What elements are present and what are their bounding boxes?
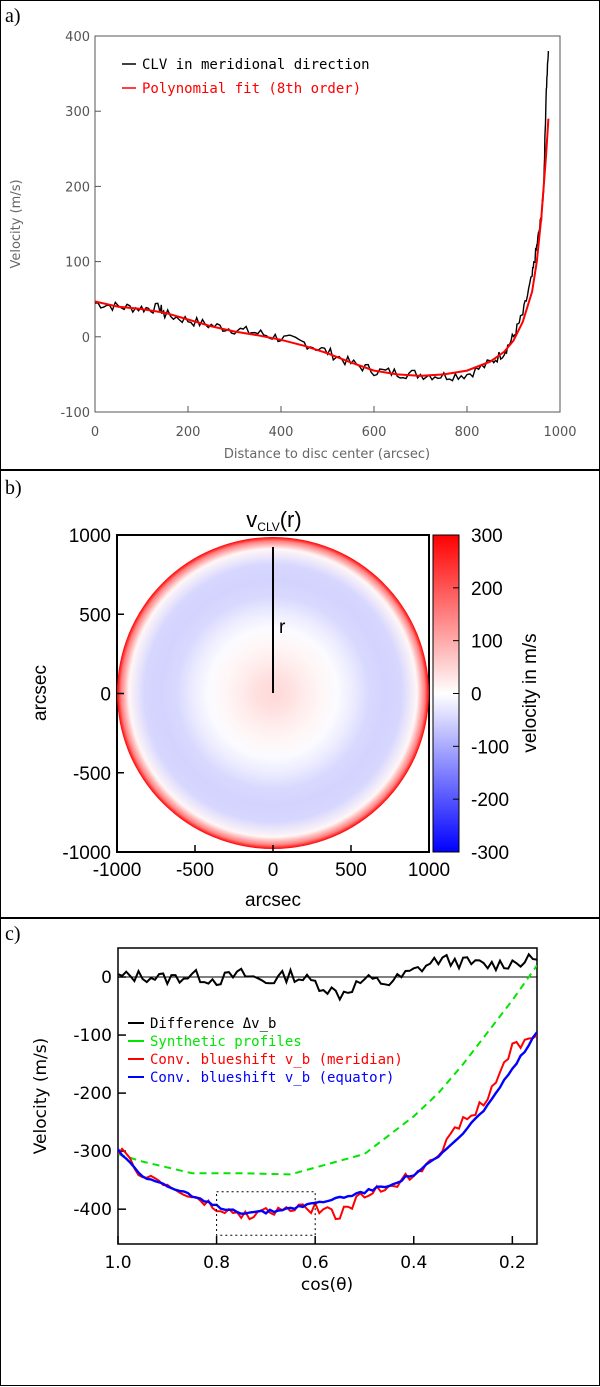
chart-c-legend-label: Conv. blueshift v_b (equator): [150, 1070, 394, 1086]
chart-b-xtick-label: -1000: [93, 860, 142, 881]
chart-b-ytick-label: -500: [73, 764, 111, 785]
chart-b-title-sub: CLV: [257, 520, 279, 534]
chart-b-xlabel: arcsec: [245, 890, 301, 911]
chart-c-xtick-label: 1.0: [104, 1253, 131, 1273]
chart-a-xtick-label: 600: [362, 425, 387, 440]
chart-b-title: vCLV(r): [246, 507, 301, 534]
chart-b-map: r vCLV(r) -1000 -500 0 500 1000-1000-5000500…: [30, 507, 541, 911]
chart-a-ytick-label: 300: [65, 105, 90, 120]
chart-b-ytick-label: 1000: [69, 526, 111, 547]
chart-a-ylabel: Velocity (m/s): [9, 179, 24, 268]
chart-b-xtick-label: 1000: [408, 860, 450, 881]
chart-c-blueshift: 1.0 0.8 0.6 0.4 0.20-100-200-300-400 cos(θ) …: [31, 947, 538, 1295]
chart-a-ytick-label: 0: [82, 331, 90, 346]
chart-a-ytick-label: 100: [65, 256, 90, 271]
chart-a-xlabel: Distance to disc center (arcsec): [224, 447, 430, 462]
colorbar-tick-label: 100: [471, 632, 503, 653]
chart-c-xlabel: cos(θ): [301, 1275, 353, 1295]
radius-label: r: [279, 617, 286, 638]
chart-c-xtick-label: 0.4: [400, 1253, 427, 1273]
panel-b-letter: b): [5, 477, 22, 499]
colorbar-tick-label: -300: [471, 843, 509, 864]
chart-c-xtick-label: 0.6: [302, 1253, 329, 1273]
chart-c-frame: [117, 947, 538, 1245]
chart-a-legend-clv: CLV in meridional direction: [142, 57, 370, 73]
chart-c-legend-label: Synthetic profiles: [150, 1034, 302, 1050]
chart-c-ytick-label: -400: [73, 1200, 112, 1220]
chart-b-ytick-label: 0: [100, 685, 111, 706]
chart-a-ytick-label: 200: [65, 180, 90, 195]
chart-c-ytick-label: 0: [101, 968, 112, 988]
chart-b-ylabel: arcsec: [30, 665, 51, 721]
chart-b-xtick-label: 0: [268, 860, 279, 881]
chart-a-xtick-label: 800: [455, 425, 480, 440]
chart-c-line-synthetic: [118, 964, 537, 1176]
chart-b-title-tail: (r): [280, 507, 302, 532]
chart-b-xtick-label: 500: [335, 860, 367, 881]
chart-a-xtick-label: 200: [176, 425, 201, 440]
panel-c-letter: c): [5, 923, 21, 945]
chart-c-legend-label: Conv. blueshift v_b (meridian): [150, 1052, 403, 1068]
colorbar-tick-label: 200: [471, 579, 503, 600]
chart-a-line-fit: [95, 118, 550, 377]
panel-a-letter: a): [5, 5, 21, 27]
chart-c-ytick-label: -100: [73, 1026, 112, 1046]
chart-b-ytick-label: -1000: [62, 843, 111, 864]
zoom-box: [216, 1191, 316, 1236]
chart-c-ytick-label: -300: [73, 1142, 112, 1162]
chart-b-title-main: v: [246, 507, 257, 532]
colorbar-tick-label: -200: [471, 790, 509, 811]
chart-b-xtick-label: -500: [176, 860, 214, 881]
chart-a-xtick-label: 1000: [543, 425, 576, 440]
colorbar-label: velocity in m/s: [520, 633, 541, 752]
chart-c-ylabel: Velocity (m/s): [31, 1038, 51, 1155]
chart-a-legend-fit: Polynomial fit (8th order): [142, 81, 361, 97]
chart-c-line-equator: [118, 1031, 537, 1215]
chart-a-line-clv: [95, 50, 550, 382]
colorbar-tick-label: 0: [471, 685, 482, 706]
chart-c-ytick-label: -200: [73, 1084, 112, 1104]
chart-c-xtick-label: 0.8: [203, 1253, 230, 1273]
chart-a-xtick-label: 400: [269, 425, 294, 440]
chart-a-ytick-label: 400: [65, 30, 90, 45]
chart-a-ytick-label: -100: [60, 406, 90, 421]
chart-c-line-difference: [118, 952, 537, 1002]
colorbar-tick-label: -100: [471, 737, 509, 758]
chart-a-xtick-label: 0: [91, 425, 99, 440]
chart-b-ytick-label: 500: [79, 605, 111, 626]
chart-c-line-meridian: [118, 1034, 537, 1221]
chart-c-xtick-label: 0.2: [499, 1253, 526, 1273]
colorbar-tick-label: 300: [471, 526, 503, 547]
chart-a-frame: [94, 35, 561, 413]
chart-c-legend-label: Difference Δv_b: [150, 1016, 276, 1032]
